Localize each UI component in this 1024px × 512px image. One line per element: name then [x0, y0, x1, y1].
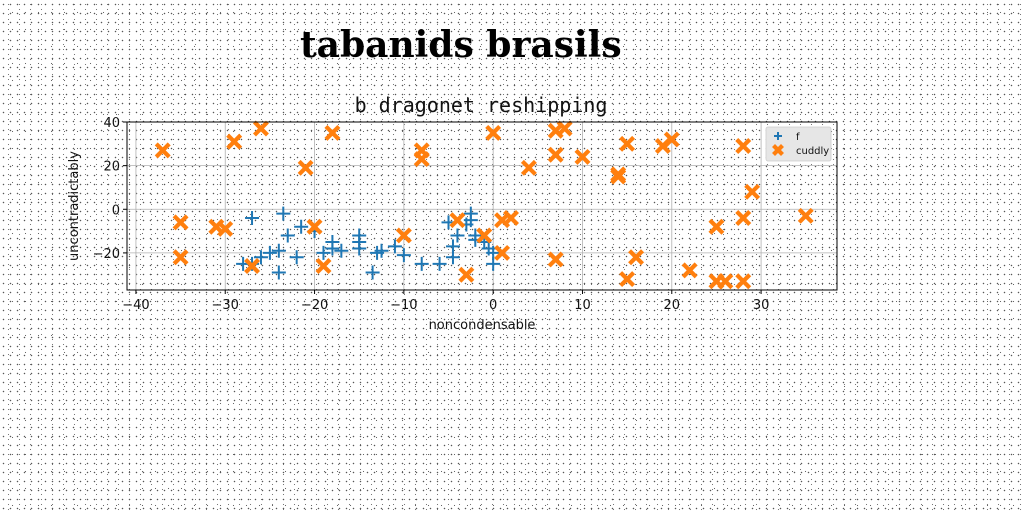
data-point-series-2: [744, 183, 761, 200]
data-point-series-2: [574, 148, 591, 165]
data-point-series-2: [628, 249, 645, 266]
data-point-series-1: [414, 256, 429, 271]
data-point-series-2: [663, 131, 680, 148]
data-point-series-1: [276, 206, 291, 221]
data-point-series-1: [325, 235, 340, 249]
x-tick-label: 20: [664, 298, 681, 313]
data-point-series-2: [395, 227, 412, 244]
data-point-series-2: [217, 220, 234, 237]
data-point-series-1: [334, 243, 349, 258]
data-point-series-2: [306, 218, 323, 235]
data-point-series-1: [387, 239, 402, 254]
y-tick-label: 40: [103, 116, 120, 131]
data-point-series-2: [503, 210, 519, 226]
x-tick-label: −30: [212, 298, 239, 313]
data-point-series-2: [458, 266, 475, 283]
data-points: [154, 120, 814, 290]
data-point-series-2: [154, 142, 171, 159]
data-point-series-2: [226, 133, 243, 150]
legend-marker-series-1: [774, 132, 782, 140]
y-axis-label: uncontradictably: [67, 151, 82, 261]
plot-frame: [126, 121, 838, 291]
legend-label-series-1: f: [796, 132, 800, 143]
data-point-series-1: [450, 228, 465, 243]
x-tick-label: 30: [753, 298, 770, 313]
data-point-series-2: [252, 120, 269, 137]
data-point-series-1: [271, 243, 286, 258]
data-point-series-1: [271, 265, 286, 280]
legend-marker-series-2: [772, 144, 784, 156]
data-point-series-2: [520, 159, 537, 176]
data-point-series-1: [486, 256, 501, 271]
data-point-series-1: [445, 239, 460, 254]
data-point-series-2: [717, 273, 734, 290]
axis-ticks: −40 −30 −20 −10 0 10 20 30 −20 0 20 40: [93, 116, 770, 313]
data-point-series-2: [485, 124, 502, 141]
data-point-series-2: [735, 138, 752, 154]
legend-label-series-2: cuddly: [796, 146, 829, 157]
data-point-series-2: [681, 262, 698, 279]
data-point-series-1: [432, 256, 447, 271]
x-tick-label: −20: [301, 298, 328, 313]
data-point-series-2: [172, 214, 189, 231]
data-point-series-2: [735, 273, 752, 290]
data-point-series-2: [315, 258, 332, 274]
data-point-series-2: [797, 207, 814, 224]
data-point-series-2: [494, 244, 511, 261]
chart-title: b dragonet reshipping: [355, 93, 608, 117]
data-point-series-2: [476, 227, 493, 244]
data-point-series-2: [619, 271, 636, 288]
data-point-series-1: [245, 211, 260, 225]
x-axis-label: noncondensable: [429, 318, 536, 333]
data-point-series-1: [294, 219, 309, 234]
data-point-series-2: [413, 151, 430, 168]
legend: f cuddly: [765, 126, 832, 162]
data-point-series-1: [262, 245, 277, 260]
data-point-series-2: [708, 218, 725, 235]
data-point-series-1: [374, 243, 389, 258]
data-point-series-2: [735, 210, 752, 226]
data-point-series-2: [619, 135, 636, 152]
data-point-series-2: [556, 120, 573, 137]
y-tick-label: −20: [93, 247, 120, 262]
x-tick-label: 0: [489, 298, 497, 313]
figure-title: tabanids brasils: [300, 24, 622, 66]
data-point-series-2: [297, 159, 314, 176]
data-point-series-1: [289, 250, 304, 265]
data-point-series-2: [244, 258, 261, 274]
x-tick-label: 10: [574, 298, 591, 313]
y-tick-label: 20: [103, 160, 120, 175]
data-point-series-1: [253, 250, 268, 265]
data-point-series-2: [324, 124, 341, 141]
x-tick-label: −40: [122, 298, 149, 313]
data-point-series-1: [365, 265, 380, 280]
data-point-series-2: [547, 146, 564, 163]
data-point-series-2: [547, 251, 564, 268]
data-point-series-1: [352, 241, 367, 256]
data-point-series-1: [396, 248, 411, 263]
grid-lines: [127, 121, 837, 290]
data-point-series-2: [610, 168, 627, 185]
data-point-series-2: [449, 212, 466, 229]
data-point-series-1: [463, 213, 478, 228]
y-tick-label: 0: [112, 203, 120, 218]
data-point-series-1: [316, 245, 331, 260]
data-point-series-1: [280, 228, 295, 243]
data-point-series-2: [172, 249, 189, 266]
x-tick-label: −10: [390, 298, 417, 313]
